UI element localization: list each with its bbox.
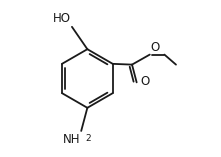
Text: O: O <box>151 41 160 54</box>
Text: HO: HO <box>53 11 71 24</box>
Text: 2: 2 <box>85 134 91 143</box>
Text: NH: NH <box>63 133 80 146</box>
Text: O: O <box>141 75 150 88</box>
